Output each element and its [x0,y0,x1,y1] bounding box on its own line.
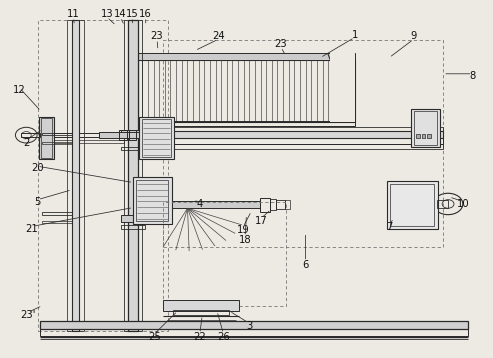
Bar [414,111,437,145]
Bar [42,142,72,144]
Text: 14: 14 [114,9,127,19]
Text: 21: 21 [25,224,38,234]
Bar [260,198,270,212]
Bar [163,202,286,306]
Bar [137,180,168,221]
Bar [173,310,229,315]
Text: 2: 2 [23,138,30,148]
Text: 9: 9 [411,32,417,42]
Bar [134,144,443,149]
Bar [276,200,285,209]
Text: 4: 4 [197,199,203,209]
Bar [21,133,40,137]
Text: 6: 6 [302,260,309,270]
Text: 7: 7 [386,222,392,232]
Text: 12: 12 [13,85,26,95]
Bar [142,119,171,157]
Bar [390,184,434,226]
Bar [172,201,260,208]
Bar [134,138,443,144]
Bar [139,59,354,122]
Polygon shape [330,53,354,122]
Text: 11: 11 [67,9,80,19]
Bar [41,118,52,158]
Bar [163,40,443,247]
Text: 23: 23 [275,39,287,49]
Text: 23: 23 [151,32,163,42]
Bar [40,329,468,336]
Bar [37,20,168,330]
Bar [42,133,72,135]
Bar [128,20,139,330]
Bar [40,320,468,329]
Bar [67,20,84,330]
Bar [387,181,438,229]
Bar [411,110,440,147]
Text: 8: 8 [469,71,476,81]
Text: 13: 13 [101,9,113,19]
Bar [121,147,145,150]
Bar [427,134,431,138]
Bar [416,134,420,138]
Bar [42,212,72,215]
Text: 24: 24 [212,32,225,42]
Bar [121,225,145,229]
Bar [134,127,443,131]
Text: 17: 17 [255,216,268,226]
Bar [163,300,239,311]
Bar [42,221,72,223]
Bar [72,20,79,330]
Bar [99,132,140,137]
Bar [134,177,172,224]
Text: 20: 20 [31,163,43,173]
Bar [42,140,124,143]
Text: 26: 26 [217,332,230,342]
Bar [422,134,425,138]
Text: 23': 23' [20,310,35,320]
Text: 15: 15 [126,9,139,19]
Text: 19: 19 [237,225,249,235]
Bar [139,121,354,126]
Text: 3: 3 [246,321,252,331]
Bar [285,200,290,209]
Text: 16: 16 [140,9,152,19]
Bar [270,199,276,210]
Text: 1: 1 [352,30,358,40]
Text: 22: 22 [193,332,206,342]
Text: 5: 5 [35,197,41,207]
Bar [42,133,124,137]
Text: 10: 10 [457,199,469,209]
Bar [121,130,145,136]
Bar [39,117,54,159]
Bar [124,20,142,330]
Bar [119,130,127,140]
Text: 25: 25 [148,332,161,342]
Bar [140,117,174,159]
Text: 18: 18 [239,234,251,245]
Bar [134,131,443,138]
Bar [139,53,354,59]
Bar [129,130,137,140]
Bar [121,216,145,222]
Bar [437,200,448,208]
